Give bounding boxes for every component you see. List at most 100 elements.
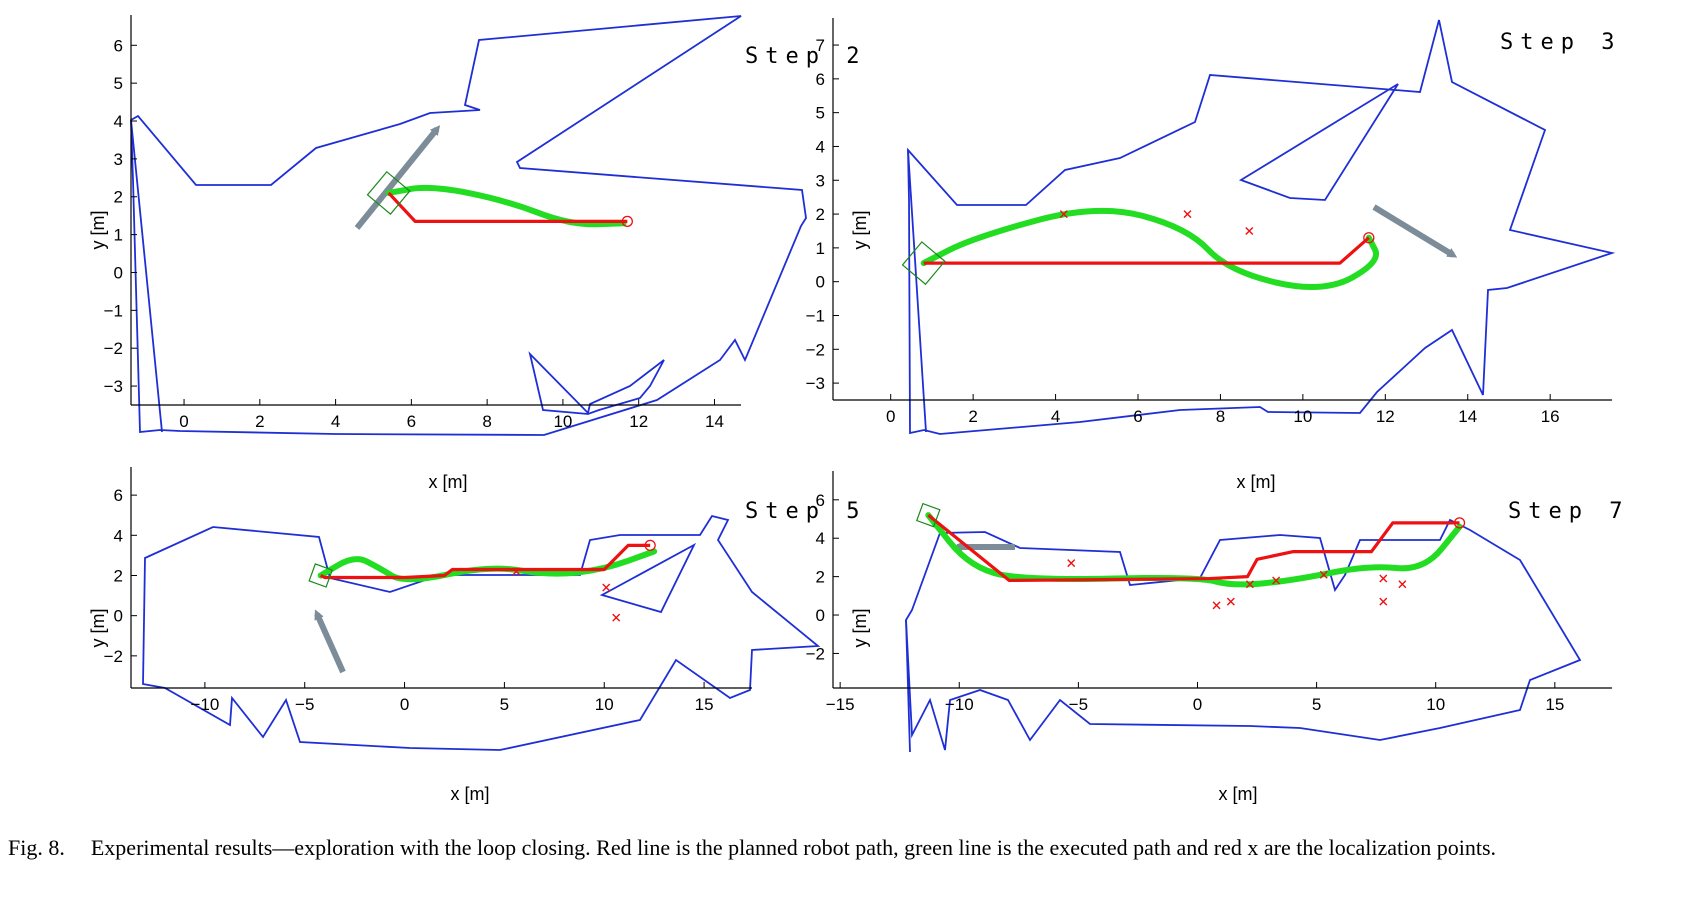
step-label: Step 5 bbox=[745, 499, 866, 524]
y-tick-label: 6 bbox=[114, 486, 123, 505]
x-tick-label: 12 bbox=[629, 412, 648, 431]
figure-canvas: Step 2 x [m] y [m] Step 3 x [m] y [m] St… bbox=[88, 15, 1629, 804]
robot-marker bbox=[308, 563, 333, 588]
x-tick-label: 15 bbox=[695, 695, 714, 714]
figure-number: Fig. 8. bbox=[8, 835, 65, 860]
y-tick-label: 7 bbox=[816, 36, 825, 55]
planned-path bbox=[319, 543, 651, 580]
caption-text: Experimental results—exploration with th… bbox=[90, 835, 1497, 860]
planned-path bbox=[923, 236, 1370, 265]
y-tick-label: −3 bbox=[806, 374, 825, 393]
x-tick-label: 14 bbox=[1458, 407, 1477, 426]
robot-marker bbox=[915, 502, 941, 528]
goal-marker bbox=[621, 215, 633, 228]
localization-point bbox=[1245, 580, 1254, 589]
localization-point bbox=[1212, 601, 1221, 610]
x-tick-label: 14 bbox=[705, 412, 724, 431]
localization-point bbox=[512, 567, 521, 576]
localization-point bbox=[1067, 559, 1076, 568]
x-tick-label: 10 bbox=[595, 695, 614, 714]
map-boundary bbox=[130, 119, 163, 433]
y-tick-label: −2 bbox=[104, 339, 123, 358]
y-tick-label: 6 bbox=[816, 70, 825, 89]
y-tick-label: 0 bbox=[816, 273, 825, 292]
y-tick-label: −2 bbox=[806, 340, 825, 359]
y-tick-label: 0 bbox=[114, 607, 123, 626]
x-tick-label: 2 bbox=[968, 407, 977, 426]
x-tick-label: 12 bbox=[1376, 407, 1395, 426]
y-tick-label: 4 bbox=[816, 529, 825, 548]
figure-caption: Fig. 8. Experimental results—exploration … bbox=[8, 836, 1694, 860]
y-tick-label: 3 bbox=[816, 171, 825, 190]
y-tick-label: 2 bbox=[114, 188, 123, 207]
y-tick-label: −3 bbox=[104, 377, 123, 396]
planned-path bbox=[387, 191, 628, 223]
x-tick-label: 10 bbox=[1293, 407, 1312, 426]
step-label: Step 3 bbox=[1500, 30, 1621, 55]
y-tick-label: 4 bbox=[114, 526, 123, 545]
y-axis-label: y [m] bbox=[88, 609, 108, 648]
panel-step-2: Step 2 x [m] y [m] bbox=[88, 15, 866, 492]
x-axis-label: x [m] bbox=[429, 472, 468, 492]
x-tick-label: 0 bbox=[1193, 695, 1202, 714]
x-axis-label: x [m] bbox=[1237, 472, 1276, 492]
goal-marker bbox=[1363, 232, 1375, 244]
executed-path bbox=[385, 184, 627, 228]
y-tick-label: 3 bbox=[114, 150, 123, 169]
x-tick-label: −10 bbox=[190, 695, 219, 714]
exploration-arrow bbox=[354, 125, 441, 230]
localization-point bbox=[1398, 580, 1407, 589]
executed-path bbox=[920, 207, 1379, 290]
y-tick-label: 0 bbox=[114, 263, 123, 282]
x-tick-label: 10 bbox=[1426, 695, 1445, 714]
executed-path bbox=[317, 548, 658, 583]
localization-point bbox=[1319, 570, 1328, 579]
y-tick-label: 2 bbox=[816, 205, 825, 224]
y-tick-label: −2 bbox=[104, 647, 123, 666]
y-tick-label: 0 bbox=[816, 606, 825, 625]
x-axis-label: x [m] bbox=[1219, 784, 1258, 804]
x-tick-label: 5 bbox=[1312, 695, 1321, 714]
x-tick-label: 6 bbox=[1133, 407, 1142, 426]
localization-point bbox=[1272, 576, 1281, 585]
executed-path bbox=[925, 512, 1463, 588]
x-tick-label: 2 bbox=[255, 412, 264, 431]
y-axis-label: y [m] bbox=[88, 211, 108, 250]
map-boundary bbox=[905, 518, 1582, 751]
y-axis-label: y [m] bbox=[850, 211, 870, 250]
x-tick-label: 10 bbox=[553, 412, 572, 431]
x-tick-label: −5 bbox=[295, 695, 314, 714]
x-tick-label: −15 bbox=[826, 695, 855, 714]
localization-point bbox=[1245, 226, 1254, 235]
step-label: Step 2 bbox=[745, 44, 866, 69]
x-tick-label: 0 bbox=[400, 695, 409, 714]
map-boundary bbox=[130, 15, 807, 436]
localization-point bbox=[1379, 574, 1388, 583]
x-tick-label: 8 bbox=[1216, 407, 1225, 426]
map-boundary bbox=[1238, 83, 1399, 201]
map-boundary bbox=[907, 19, 1616, 435]
y-tick-label: 2 bbox=[816, 568, 825, 587]
localization-point bbox=[602, 583, 611, 592]
y-tick-label: 1 bbox=[114, 226, 123, 245]
y-axis-label: y [m] bbox=[850, 609, 870, 648]
localization-point bbox=[1226, 597, 1235, 606]
robot-marker bbox=[901, 241, 946, 286]
localization-point bbox=[1183, 210, 1192, 219]
x-tick-label: 15 bbox=[1545, 695, 1564, 714]
map-boundary bbox=[905, 619, 911, 753]
planned-path bbox=[927, 513, 1460, 583]
y-tick-label: −1 bbox=[806, 306, 825, 325]
x-tick-label: 4 bbox=[331, 412, 340, 431]
robot-marker bbox=[366, 170, 411, 215]
y-tick-label: −2 bbox=[806, 644, 825, 663]
y-tick-label: 5 bbox=[816, 104, 825, 123]
localization-point bbox=[1379, 597, 1388, 606]
x-tick-label: 6 bbox=[407, 412, 416, 431]
x-tick-label: 5 bbox=[500, 695, 509, 714]
goal-marker bbox=[644, 539, 656, 552]
x-tick-label: −5 bbox=[1069, 695, 1088, 714]
step-label: Step 7 bbox=[1508, 499, 1629, 524]
x-tick-label: 4 bbox=[1051, 407, 1060, 426]
